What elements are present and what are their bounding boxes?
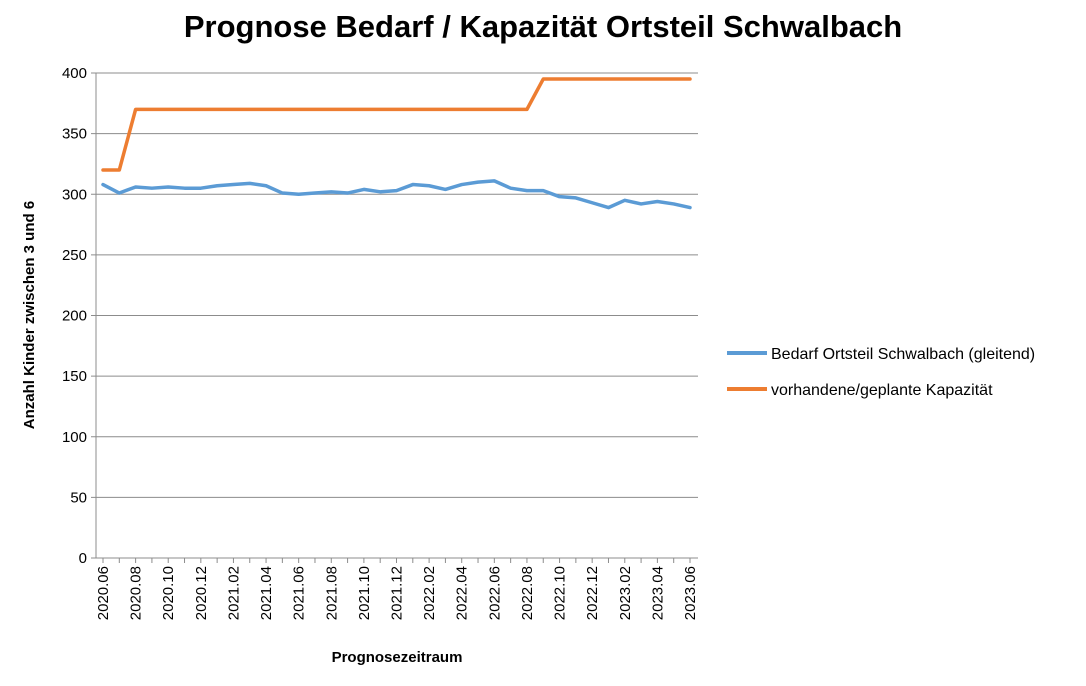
- y-axis-title: Anzahl Kinder zwischen 3 und 6: [21, 201, 38, 429]
- x-axis-ticks: 2020.06 2020.08 2020.10 2020.12 2021.02 2021.…: [95, 566, 699, 620]
- x-tick-label: 2022.04: [454, 566, 471, 620]
- x-tick-label: 2022.10: [552, 566, 569, 620]
- x-tick-label: 2023.04: [649, 566, 666, 620]
- x-tick-label: 2021.04: [258, 566, 275, 620]
- y-tick-label: 100: [62, 429, 87, 446]
- x-tick-label: 2021.08: [323, 566, 340, 620]
- y-tick-label: 50: [70, 489, 87, 506]
- x-tick-label: 2021.12: [389, 566, 406, 620]
- y-tick-label: 400: [62, 65, 87, 82]
- x-tick-label: 2022.08: [519, 566, 536, 620]
- x-tick-label: 2021.10: [356, 566, 373, 620]
- y-tick-label: 300: [62, 186, 87, 203]
- x-tick-label: 2020.08: [128, 566, 145, 620]
- plot-area: [101, 77, 692, 210]
- x-tick-label: 2023.06: [682, 566, 699, 620]
- legend: Bedarf Ortsteil Schwalbach (gleitend) vor…: [727, 346, 1035, 399]
- x-tick-label: 2020.12: [193, 566, 210, 620]
- x-tick-label: 2021.02: [225, 566, 242, 620]
- series-line-0: [101, 179, 692, 210]
- gridlines: [91, 72, 698, 559]
- axes: [95, 73, 698, 563]
- y-tick-label: 250: [62, 247, 87, 264]
- y-tick-label: 150: [62, 368, 87, 385]
- y-tick-label: 350: [62, 126, 87, 143]
- x-tick-label: 2020.10: [160, 566, 177, 620]
- legend-label-1: vorhandene/geplante Kapazität: [771, 382, 993, 399]
- x-axis-title: Prognosezeitraum: [332, 649, 463, 666]
- chart-title: Prognose Bedarf / Kapazität Ortsteil Sch…: [184, 9, 902, 44]
- x-tick-label: 2021.06: [291, 566, 308, 620]
- y-axis-ticks: 0 50 100 150 200 250 300 350 400: [62, 65, 87, 567]
- x-tick-label: 2023.02: [617, 566, 634, 620]
- x-tick-label: 2022.02: [421, 566, 438, 620]
- x-tick-label: 2022.06: [486, 566, 503, 620]
- legend-label-0: Bedarf Ortsteil Schwalbach (gleitend): [771, 346, 1035, 363]
- y-tick-label: 0: [79, 550, 87, 567]
- x-tick-label: 2022.12: [584, 566, 601, 620]
- series-line-1: [101, 77, 692, 172]
- y-tick-label: 200: [62, 308, 87, 325]
- x-tick-label: 2020.06: [95, 566, 112, 620]
